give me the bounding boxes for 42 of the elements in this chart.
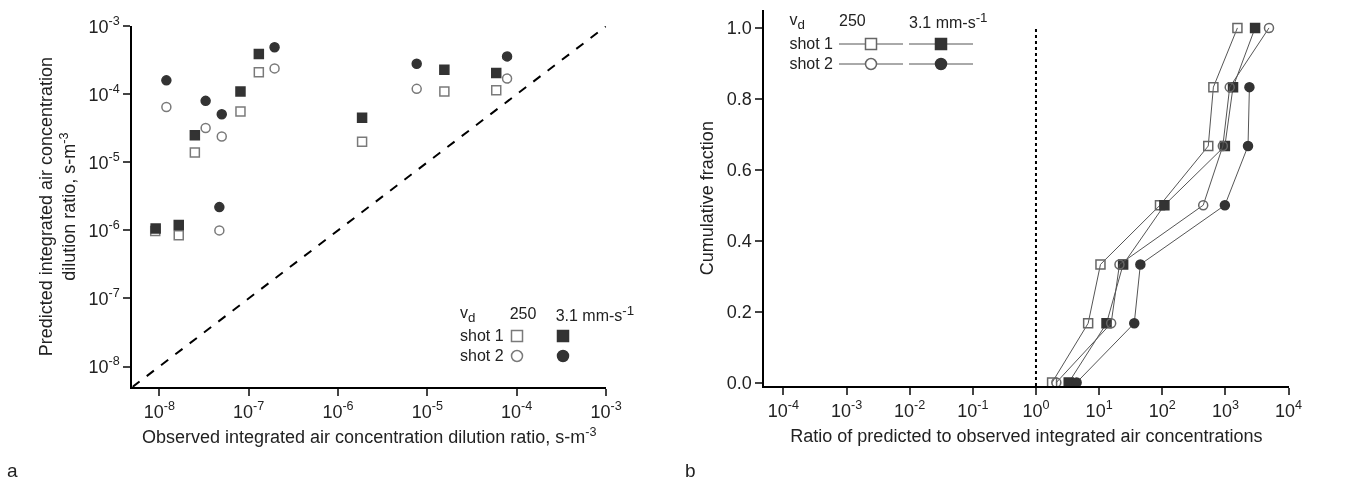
x-axis-title: Observed integrated air concentration dilution ratio, s-m$^{-3}$ — [142, 424, 597, 448]
y-axis-title: Cumulative fraction — [697, 121, 718, 276]
y-tick-label: 0.2 — [726, 301, 752, 322]
y-tick-label: 10$^{-8}$ — [88, 354, 120, 377]
x-tick-label: 10$^{-1}$ — [957, 398, 989, 421]
x-tick-label: 10$^{-6}$ — [322, 399, 354, 422]
x-tick-label: 10$^{0}$ — [1022, 398, 1050, 421]
y-tick-label: 10$^{-4}$ — [88, 82, 120, 105]
x-tick-label: 10$^{-4}$ — [767, 398, 800, 421]
text: b — [685, 460, 696, 481]
legend-title: v$_{d}$ — [789, 10, 806, 32]
annotation: 250 — [509, 305, 538, 324]
x-tick-label: 10$^{3}$ — [1211, 398, 1239, 421]
y-tick-label: 10$^{-7}$ — [88, 286, 120, 309]
y-tick-label: 10$^{-3}$ — [88, 13, 120, 37]
annotation: 250 — [838, 12, 867, 31]
x-tick-label: 10$^{-5}$ — [411, 399, 443, 422]
annotation: 3.1 mm-s$^{-1}$ — [908, 10, 988, 33]
x-tick-label: 10$^{4}$ — [1275, 398, 1303, 421]
x-tick-label: 10$^{-2}$ — [894, 398, 926, 421]
y-tick-label: 0.8 — [726, 89, 752, 110]
legend-title: v$_{d}$ — [460, 303, 477, 325]
x-tick-label: 10$^{-3}$ — [830, 398, 863, 421]
annotation: shot 2 — [460, 347, 504, 366]
x-tick-label: 10$^{2}$ — [1148, 398, 1176, 421]
y-tick-label: 0.6 — [726, 160, 752, 181]
x-axis-title: Ratio of predicted to observed integrated air concentrations — [790, 426, 1263, 447]
annotation: shot 2 — [789, 54, 833, 73]
y-tick-label: 10$^{-5}$ — [88, 150, 120, 173]
y-tick-label: 0.0 — [726, 372, 752, 393]
annotation: shot 1 — [460, 327, 504, 346]
y-tick-label: 1.0 — [726, 18, 752, 39]
annotation: 3.1 mm-s$^{-1}$ — [555, 303, 636, 326]
x-tick-label: 10$^{1}$ — [1085, 398, 1113, 421]
x-tick-label: 10$^{-3}$ — [590, 399, 622, 422]
y-tick-label: 10$^{-6}$ — [88, 218, 120, 241]
x-tick-label: 10$^{-4}$ — [501, 399, 533, 422]
x-tick-label: 10$^{-7}$ — [233, 399, 265, 422]
x-tick-label: 10$^{-8}$ — [143, 399, 175, 422]
text: a — [7, 460, 18, 481]
y-tick-label: 0.4 — [726, 230, 752, 251]
annotation: shot 1 — [789, 34, 833, 53]
